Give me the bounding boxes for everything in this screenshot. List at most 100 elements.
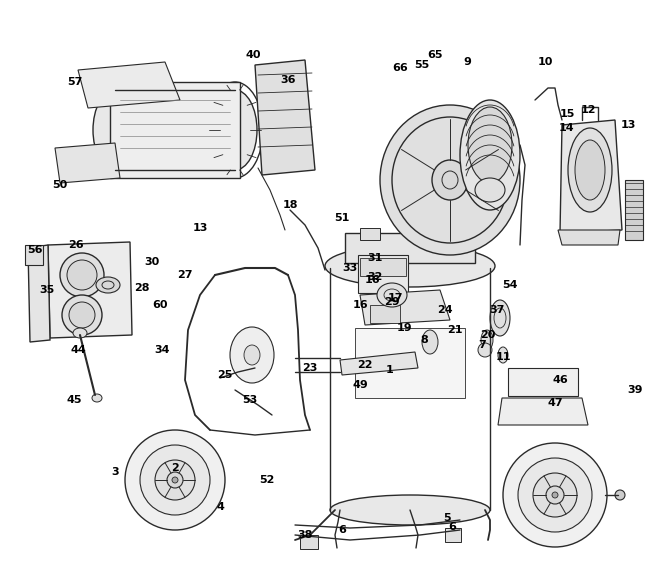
Text: 32: 32: [367, 272, 382, 282]
Ellipse shape: [475, 178, 505, 202]
Text: 39: 39: [627, 385, 643, 395]
Text: 44: 44: [70, 345, 86, 355]
Ellipse shape: [69, 302, 95, 328]
Ellipse shape: [615, 490, 625, 500]
Ellipse shape: [468, 107, 512, 183]
Bar: [508, 368, 578, 396]
Bar: [345, 233, 475, 263]
Ellipse shape: [155, 460, 195, 500]
Text: 22: 22: [357, 360, 373, 370]
Text: 51: 51: [334, 213, 350, 223]
Text: 4: 4: [216, 502, 224, 512]
Text: 6: 6: [338, 525, 346, 535]
Text: 23: 23: [303, 363, 318, 373]
Text: 46: 46: [552, 375, 568, 385]
Text: 20: 20: [481, 330, 496, 340]
Ellipse shape: [230, 327, 274, 383]
Ellipse shape: [377, 283, 407, 307]
Ellipse shape: [552, 492, 558, 498]
Text: 66: 66: [392, 63, 408, 73]
Text: 34: 34: [154, 345, 170, 355]
Text: 10: 10: [537, 57, 553, 67]
Ellipse shape: [140, 445, 210, 515]
Text: 14: 14: [559, 123, 575, 133]
Text: 13: 13: [620, 120, 636, 130]
Ellipse shape: [330, 495, 490, 525]
Ellipse shape: [167, 472, 183, 488]
Text: 18: 18: [283, 200, 298, 210]
Text: 15: 15: [559, 109, 575, 119]
Text: 3: 3: [111, 467, 119, 477]
Text: 11: 11: [495, 352, 511, 362]
Text: 5: 5: [443, 513, 451, 523]
Text: 26: 26: [68, 240, 84, 250]
Text: 2: 2: [171, 463, 179, 473]
Polygon shape: [110, 82, 240, 178]
Text: 19: 19: [397, 323, 413, 333]
Text: 16: 16: [365, 275, 381, 285]
Text: 30: 30: [144, 257, 159, 267]
Text: 36: 36: [280, 75, 296, 85]
Ellipse shape: [422, 330, 438, 354]
Bar: [445, 528, 461, 542]
Text: 31: 31: [367, 253, 382, 263]
Ellipse shape: [213, 90, 257, 170]
Text: 17: 17: [387, 293, 402, 303]
Text: 38: 38: [297, 530, 313, 540]
Text: 37: 37: [490, 305, 504, 315]
Ellipse shape: [172, 477, 178, 483]
Ellipse shape: [125, 430, 225, 530]
Ellipse shape: [96, 277, 120, 293]
Text: 50: 50: [52, 180, 68, 190]
Ellipse shape: [460, 100, 520, 210]
Polygon shape: [255, 60, 315, 175]
Text: 1: 1: [386, 365, 394, 375]
Text: 55: 55: [414, 60, 430, 70]
Text: 65: 65: [427, 50, 442, 60]
Text: 45: 45: [66, 395, 82, 405]
Bar: [360, 258, 406, 276]
Bar: [625, 180, 643, 240]
Ellipse shape: [67, 260, 97, 290]
Polygon shape: [560, 120, 622, 233]
Polygon shape: [55, 143, 120, 183]
Text: 57: 57: [67, 77, 83, 87]
Text: 8: 8: [420, 335, 428, 345]
Ellipse shape: [325, 245, 495, 287]
Ellipse shape: [498, 347, 508, 363]
Bar: [25, 245, 43, 265]
Text: 27: 27: [177, 270, 193, 280]
Ellipse shape: [546, 486, 564, 504]
Ellipse shape: [432, 160, 468, 200]
Polygon shape: [558, 230, 620, 245]
Ellipse shape: [490, 300, 510, 336]
Ellipse shape: [60, 253, 104, 297]
Polygon shape: [498, 398, 588, 425]
Ellipse shape: [575, 140, 605, 200]
Text: 13: 13: [192, 223, 208, 233]
Polygon shape: [340, 352, 418, 375]
Ellipse shape: [478, 343, 492, 357]
Text: 56: 56: [27, 245, 43, 255]
Ellipse shape: [73, 328, 87, 338]
Text: 24: 24: [437, 305, 453, 315]
Ellipse shape: [93, 90, 137, 170]
Text: 12: 12: [580, 105, 596, 115]
Bar: [360, 228, 380, 240]
Polygon shape: [360, 290, 450, 325]
Ellipse shape: [533, 473, 577, 517]
Text: 47: 47: [547, 398, 563, 408]
Text: 29: 29: [384, 297, 400, 307]
Ellipse shape: [503, 443, 607, 547]
Bar: [370, 305, 400, 323]
Ellipse shape: [481, 330, 493, 350]
Text: 28: 28: [134, 283, 150, 293]
Ellipse shape: [568, 128, 612, 212]
Polygon shape: [78, 62, 180, 108]
Text: 60: 60: [152, 300, 168, 310]
Bar: [440, 228, 460, 240]
Text: 54: 54: [502, 280, 518, 290]
Ellipse shape: [518, 458, 592, 532]
Text: 7: 7: [478, 340, 486, 350]
Text: 21: 21: [447, 325, 462, 335]
